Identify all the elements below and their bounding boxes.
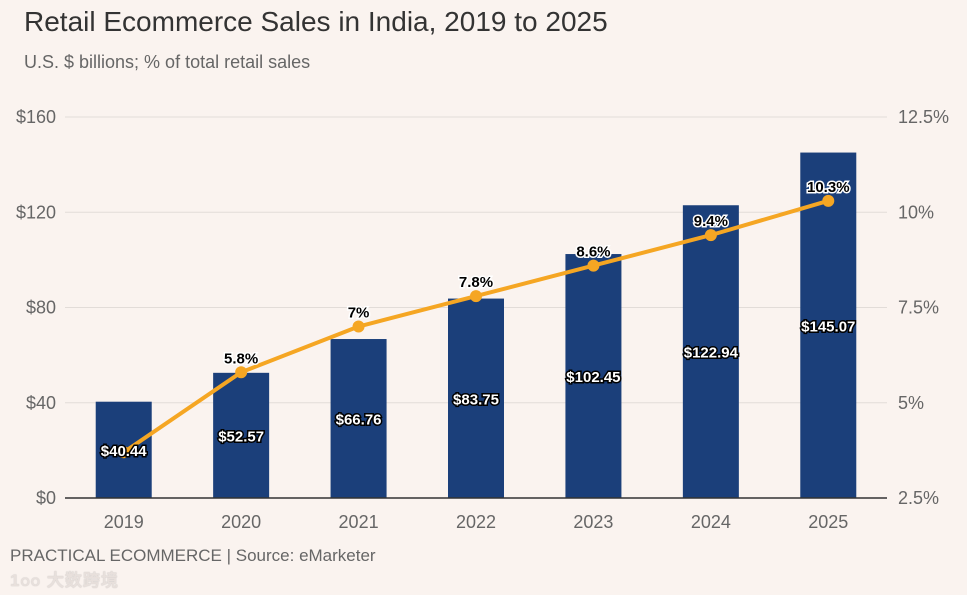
x-tick-label: 2023: [573, 512, 613, 532]
bar: [682, 205, 739, 498]
y-right-tick-label: 10%: [898, 202, 934, 222]
line-point: [352, 320, 365, 333]
y-right-tick-label: 2.5%: [898, 488, 939, 508]
line-point: [822, 194, 835, 207]
y-right-tick-label: 12.5%: [898, 107, 949, 127]
line-data-label: 9.4%: [694, 213, 728, 230]
y-left-tick-label: $120: [16, 202, 56, 222]
bar: [213, 372, 270, 498]
bar-data-label: $102.45: [566, 369, 620, 386]
bar-data-label: $83.75: [453, 391, 499, 408]
y-right-tick-label: 5%: [898, 393, 924, 413]
source-footer: PRACTICAL ECOMMERCE | Source: eMarketer: [10, 546, 376, 565]
y-right-tick-label: 7.5%: [898, 298, 939, 318]
line-data-label: 5.8%: [224, 350, 258, 367]
line-data-label: 7%: [348, 305, 370, 322]
chart-subtitle: U.S. $ billions; % of total retail sales: [24, 52, 311, 72]
x-tick-label: 2022: [456, 512, 496, 532]
x-tick-label: 2021: [339, 512, 379, 532]
x-tick-label: 2024: [691, 512, 731, 532]
x-tick-label: 2025: [808, 512, 848, 532]
bar: [800, 152, 857, 498]
line-point: [470, 290, 482, 303]
line-data-label: 8.6%: [576, 244, 610, 261]
bar: [448, 298, 504, 498]
x-tick-label: 2019: [104, 512, 144, 532]
chart-title: Retail Ecommerce Sales in India, 2019 to…: [24, 6, 608, 37]
y-left-tick-label: $80: [26, 298, 56, 318]
bar-data-label: $122.94: [684, 345, 739, 362]
y-left-tick-label: $0: [36, 488, 56, 508]
bar: [565, 254, 622, 498]
bar-data-label: $66.76: [336, 412, 382, 429]
line-point: [117, 446, 130, 459]
line-point: [704, 229, 717, 242]
line-point: [235, 366, 248, 379]
watermark-logo: 1OO 大数跨境: [10, 571, 119, 590]
line-data-label: 7.8%: [459, 274, 493, 291]
line-data-label: 10.3%: [807, 179, 850, 196]
bar-data-label: $40.44: [101, 443, 148, 460]
bar: [330, 339, 387, 498]
y-left-tick-label: $160: [16, 107, 56, 127]
y-left-tick-label: $40: [26, 393, 56, 413]
bar-data-label: $52.57: [218, 428, 264, 445]
x-tick-label: 2020: [221, 512, 261, 532]
bar-data-label: $145.07: [801, 318, 855, 335]
line-point: [587, 259, 600, 272]
